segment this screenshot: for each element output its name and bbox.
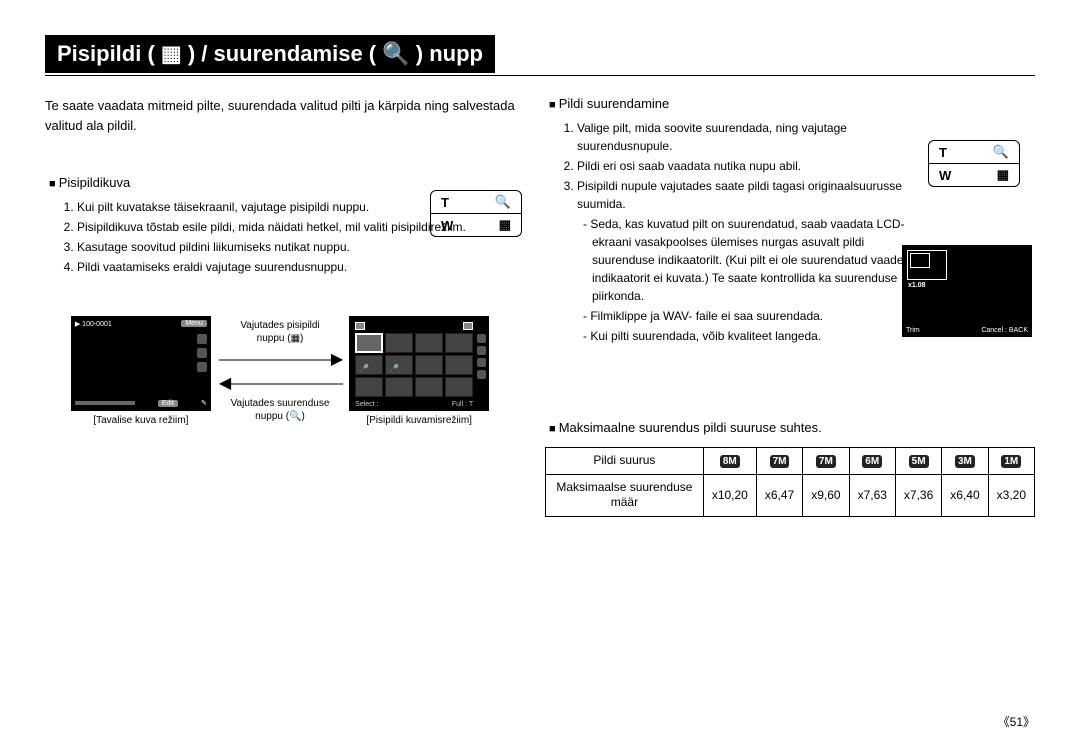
zoom-value: x9,60: [803, 474, 849, 516]
step-item: Pildi eri osi saab vaadata nutika nupu a…: [577, 157, 907, 175]
zoom-toggle-button-left[interactable]: T 🔍 W ▦: [430, 190, 522, 237]
thumbnail-icon: ▦: [997, 167, 1009, 183]
zoom-cancel-label: Cancel : BACK: [981, 327, 1028, 334]
size-badge: 5M: [909, 455, 929, 468]
thumbnail-icon: ▦: [161, 41, 182, 66]
title-text-1: Pisipildi (: [57, 41, 155, 66]
step-item: Valige pilt, mida soovite suurendada, ni…: [577, 119, 907, 155]
caption-normal-mode: [Tavalise kuva režiim]: [71, 415, 211, 426]
zoom-value: x10,20: [703, 474, 756, 516]
toggle-w: W: [939, 168, 951, 183]
toggle-t: T: [939, 145, 947, 160]
thumb-full-label: Full : T: [452, 401, 473, 408]
zoom-value: x6,47: [756, 474, 802, 516]
toggle-t: T: [441, 195, 449, 210]
thumbnail-view-lcd: 🎤🎤 Select :Full : T: [349, 316, 489, 411]
title-text-2: ) / suurendamise (: [188, 41, 376, 66]
step-item: Pildi vaatamiseks eraldi vajutage suuren…: [77, 258, 515, 276]
magnify-icon: 🔍: [495, 194, 511, 210]
lcd-file-number: 100-0001: [82, 321, 112, 328]
lcd-edit: Edit: [158, 400, 178, 407]
toggle-w: W: [441, 218, 453, 233]
note-item: Seda, kas kuvatud pilt on suurendatud, s…: [583, 215, 913, 305]
zoom-lcd: x1.08 Trim Cancel : BACK: [902, 245, 1032, 337]
zoom-indicator: [907, 250, 947, 280]
size-badge: 6M: [862, 455, 882, 468]
zoom-level-label: x1.08: [908, 282, 926, 289]
enlarge-steps: Valige pilt, mida soovite suurendada, ni…: [577, 119, 907, 213]
section-thumbnail-title: Pisipildikuva: [49, 175, 515, 190]
zoom-value: x7,63: [849, 474, 895, 516]
arrow-to-enlarge: Vajutades suurenduse nuppu (🔍): [231, 397, 330, 423]
zoom-value: x3,20: [988, 474, 1034, 516]
section-max-zoom: Maksimaalne suurendus pildi suuruse suht…: [549, 420, 1035, 435]
step-item: Kasutage soovitud pildini liikumiseks nu…: [77, 238, 515, 256]
magnify-icon: 🔍: [993, 144, 1009, 160]
magnify-icon: 🔍: [289, 411, 301, 422]
note-item: Kui pilti suurendada, võib kvaliteet lan…: [583, 327, 913, 345]
thumb-select-label: Select :: [355, 401, 378, 408]
size-badge: 8M: [720, 455, 740, 468]
step-item: Pisipildi nupule vajutades saate pildi t…: [577, 177, 907, 213]
normal-view-lcd: ▶ 100-0001 Menu Edit✎: [71, 316, 211, 411]
mode-diagram: ▶ 100-0001 Menu Edit✎ [Tavalise kuva rež…: [45, 316, 515, 426]
page-number: 《51》: [998, 713, 1035, 730]
lcd-menu: Menu: [181, 320, 207, 327]
page-title: Pisipildi ( ▦ ) / suurendamise ( 🔍 ) nup…: [45, 35, 495, 73]
arrow-right-icon: ————————▶: [219, 349, 341, 369]
size-badge: 1M: [1001, 455, 1021, 468]
thumbnail-icon: ▦: [291, 333, 300, 344]
intro-text: Te saate vaadata mitmeid pilte, suurenda…: [45, 96, 515, 135]
enlarge-notes: Seda, kas kuvatud pilt on suurendatud, s…: [583, 215, 913, 345]
title-text-3: ) nupp: [416, 41, 483, 66]
arrow-to-thumbnail: Vajutades pisipildi nuppu (▦): [240, 319, 319, 345]
note-item: Filmiklippe ja WAV- faile ei saa suurend…: [583, 307, 913, 325]
table-row-zoom-label: Maksimaalse suurenduse määr: [546, 474, 704, 516]
zoom-trim-label: Trim: [906, 327, 920, 334]
size-badge: 7M: [816, 455, 836, 468]
arrow-left-icon: ◀————————: [219, 373, 341, 393]
size-badge: 7M: [770, 455, 790, 468]
max-zoom-table: Pildi suurus 8M 7M 7M 6M 5M 3M 1M Maksim…: [545, 447, 1035, 517]
section-enlarge-title: Pildi suurendamine: [549, 96, 1035, 111]
caption-thumb-mode: [Pisipildi kuvamisrežiim]: [349, 415, 489, 426]
table-row-size-label: Pildi suurus: [546, 448, 704, 475]
magnify-icon: 🔍: [382, 41, 409, 66]
thumbnail-icon: ▦: [499, 217, 511, 233]
zoom-value: x7,36: [895, 474, 941, 516]
zoom-toggle-button-right[interactable]: T 🔍 W ▦: [928, 140, 1020, 187]
size-badge: 3M: [955, 455, 975, 468]
zoom-value: x6,40: [942, 474, 988, 516]
